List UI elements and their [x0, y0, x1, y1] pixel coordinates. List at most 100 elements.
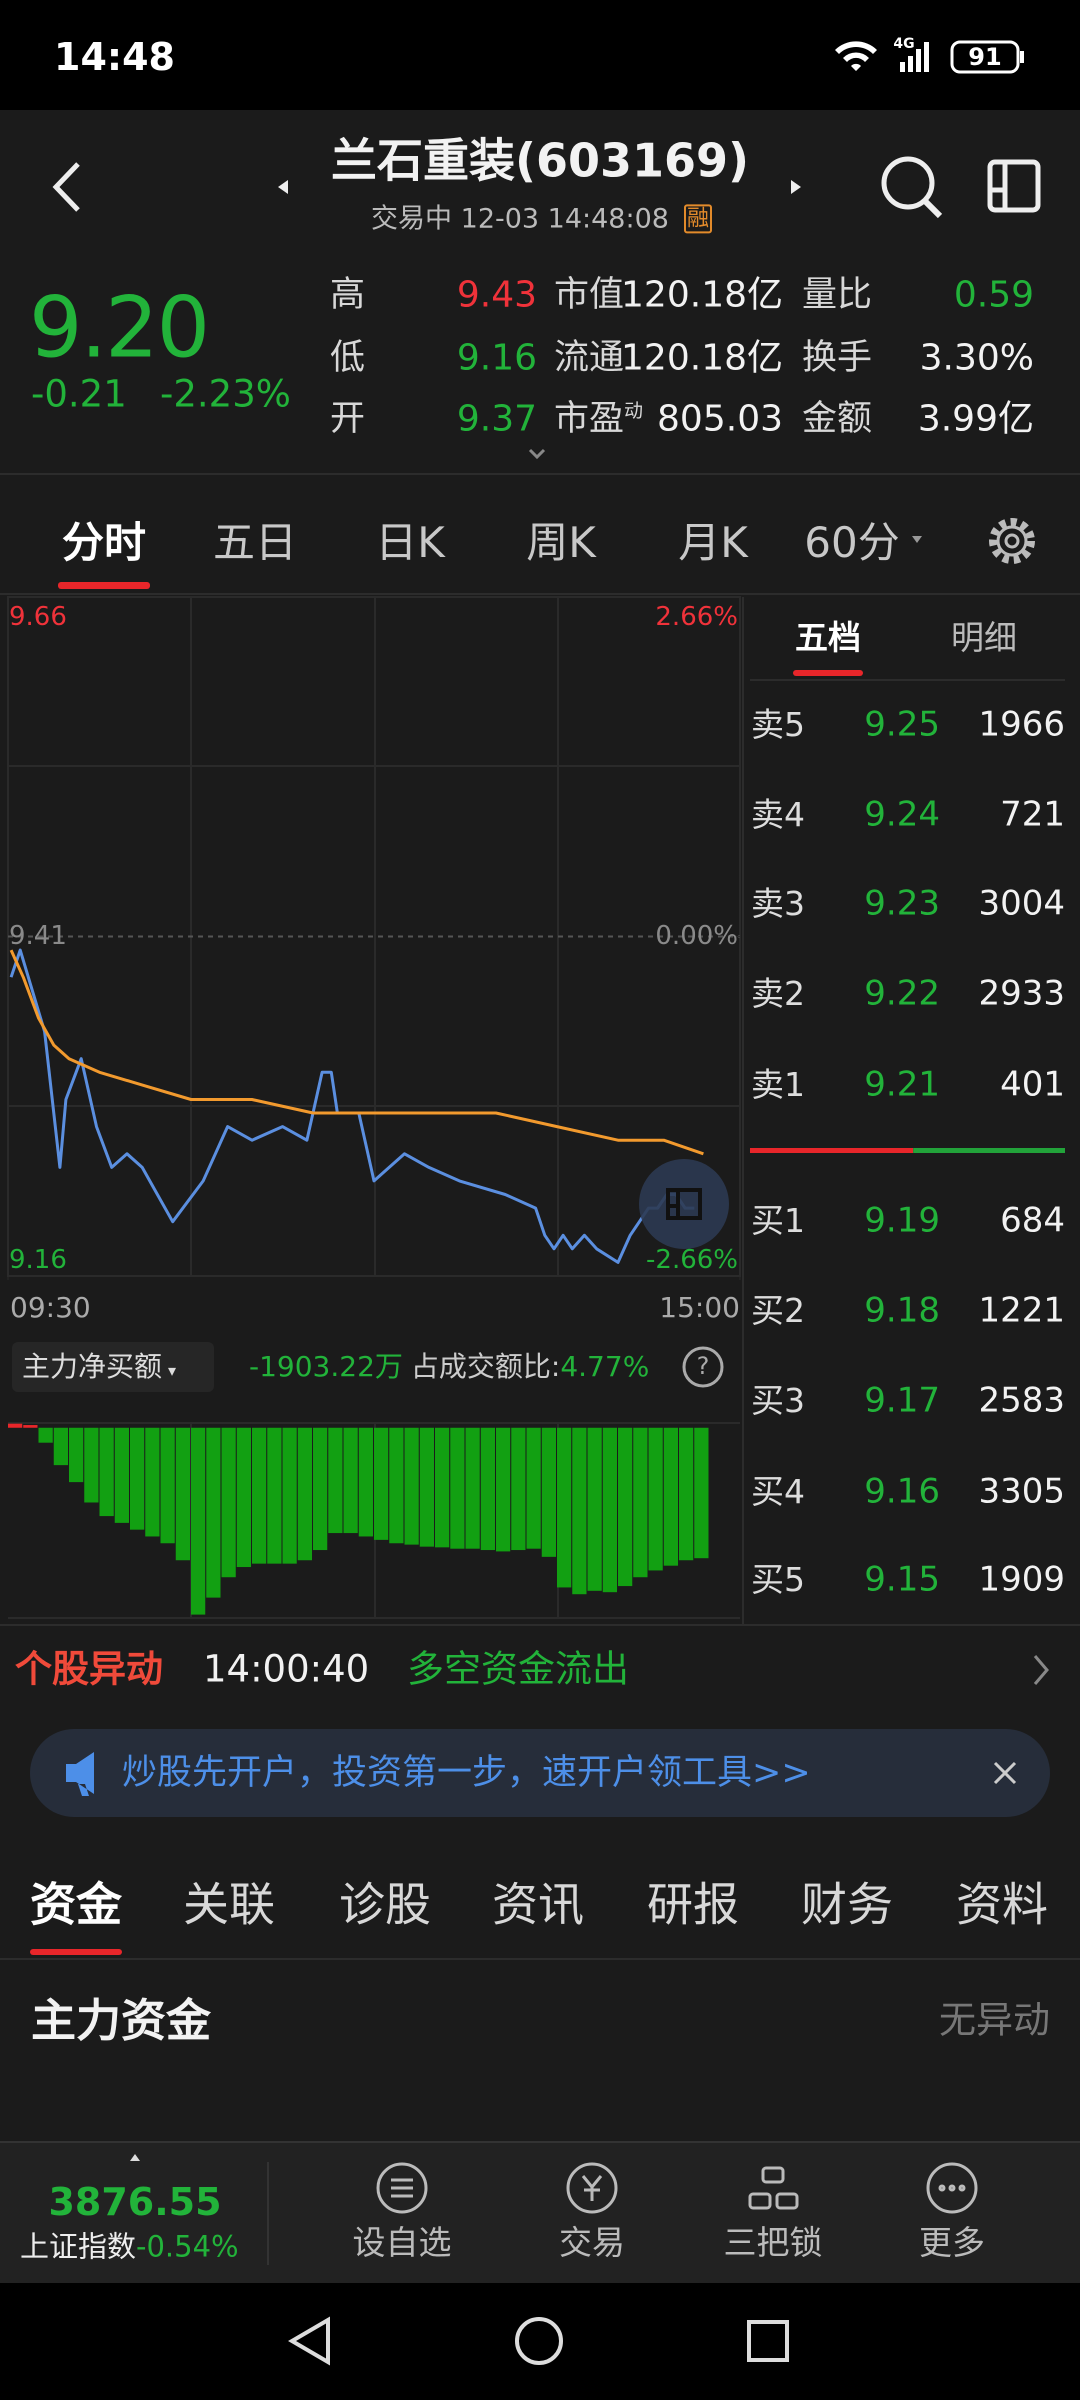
- flow-bar: [53, 1427, 68, 1466]
- y2-tick-label: 0.00%: [655, 920, 738, 951]
- stat-value: 3.99亿: [917, 398, 1034, 440]
- flow-bar: [602, 1427, 617, 1593]
- stat-value: 120.18亿: [621, 337, 783, 379]
- flow-bar: [648, 1427, 663, 1571]
- ratio: 4.77%: [560, 1349, 650, 1383]
- banner-close[interactable]: [993, 1761, 1017, 1785]
- next-stock[interactable]: [791, 180, 801, 194]
- section-tab[interactable]: 关联: [183, 1877, 275, 1932]
- battery-tip: [1020, 51, 1024, 63]
- system-home[interactable]: [515, 2317, 563, 2365]
- flow-bar: [358, 1427, 373, 1537]
- book-volume: 1221: [978, 1290, 1065, 1331]
- section-tab[interactable]: 研报: [647, 1877, 739, 1932]
- stat-value: 9.43: [456, 274, 537, 316]
- book-price: 9.19: [864, 1200, 940, 1241]
- float-button[interactable]: [639, 1159, 729, 1249]
- stat-label: 开: [330, 399, 365, 439]
- flow-bar: [374, 1427, 389, 1540]
- book-volume: 2583: [978, 1380, 1065, 1421]
- help-icon[interactable]: [682, 1346, 724, 1388]
- nav-label[interactable]: 交易: [559, 2223, 625, 2263]
- stat-value: 805.03: [657, 398, 783, 440]
- book-volume: 401: [1000, 1064, 1065, 1105]
- flow-bar: [191, 1427, 206, 1615]
- expand-chevron[interactable]: [528, 448, 546, 460]
- section-tab[interactable]: 资金: [30, 1877, 122, 1932]
- flow-bar: [221, 1427, 236, 1578]
- nav-label[interactable]: 更多: [919, 2223, 985, 2263]
- system-recent[interactable]: [747, 2320, 789, 2362]
- chart-tab[interactable]: 周K: [526, 517, 596, 567]
- book-price: 9.21: [864, 1064, 940, 1105]
- bid-ratio-bar: [750, 1148, 914, 1153]
- book-price: 9.18: [864, 1290, 940, 1331]
- flow-bar: [175, 1427, 190, 1561]
- selector-text: 主力净买额: [22, 1349, 163, 1383]
- trade-status: 交易中 12-03 14:48:08: [371, 203, 669, 235]
- ask-ratio-bar: [913, 1148, 1065, 1153]
- stat-label: 流通: [554, 338, 624, 378]
- stat-label-text: 换手: [802, 337, 873, 378]
- fund-flow-summary: -1903.22万 占成交额比:4.77%: [249, 1349, 650, 1383]
- margin-badge: 融: [683, 204, 713, 234]
- index-line[interactable]: 上证指数-0.54%: [20, 2230, 239, 2263]
- share-button[interactable]: [987, 159, 1041, 213]
- chart-tab[interactable]: 日K: [375, 517, 445, 567]
- nav-icons: [376, 2162, 978, 2214]
- stat-label-text: 低: [330, 337, 366, 378]
- flow-bar: [557, 1427, 572, 1588]
- nav-label[interactable]: 三把锁: [723, 2223, 823, 2263]
- alert-chevron[interactable]: [1033, 1655, 1049, 1685]
- flow-bar: [663, 1427, 678, 1566]
- stat-label-text: 市盈: [554, 398, 625, 439]
- book-price: 9.23: [864, 883, 940, 924]
- chart-tab[interactable]: 60分: [804, 517, 900, 567]
- flow-bar: [496, 1427, 511, 1552]
- chart-tab[interactable]: 月K: [678, 517, 748, 567]
- system-back[interactable]: [288, 2316, 330, 2366]
- flow-bar: [145, 1427, 160, 1537]
- flow-bar: [679, 1427, 694, 1561]
- book-level: 卖2: [751, 974, 805, 1014]
- average-line: [9, 949, 704, 1156]
- index-expand[interactable]: [130, 2154, 140, 2161]
- chart-tab[interactable]: 五日: [212, 517, 298, 567]
- section-status: 无异动: [939, 1998, 1050, 2042]
- back-button[interactable]: [52, 162, 80, 212]
- alert-event: 多空资金流出: [407, 1647, 629, 1691]
- section-tab[interactable]: 诊股: [339, 1877, 431, 1932]
- book-price: 9.15: [864, 1559, 940, 1600]
- index-value[interactable]: 3876.55: [48, 2180, 222, 2225]
- nav-label[interactable]: 设自选: [352, 2223, 452, 2263]
- section-tab[interactable]: 资料: [956, 1877, 1048, 1932]
- wifi-icon: [835, 41, 877, 71]
- settings-button[interactable]: [989, 518, 1035, 564]
- stat-label: 市盈动: [554, 399, 643, 439]
- book-volume: 1909: [978, 1559, 1065, 1600]
- last-price: 9.20: [29, 278, 210, 377]
- flow-bar: [84, 1427, 99, 1503]
- book-level: 卖4: [751, 795, 805, 835]
- book-volume: 1966: [978, 704, 1065, 745]
- selector-bg[interactable]: [12, 1342, 214, 1392]
- banner-text[interactable]: 炒股先开户，投资第一步，速开户领工具>>: [122, 1752, 811, 1793]
- chart-tab[interactable]: 分时: [61, 517, 147, 567]
- battery-level: 91: [968, 43, 1002, 72]
- section-tab[interactable]: 资讯: [492, 1877, 584, 1932]
- index-name: 上证指数: [20, 2229, 137, 2264]
- flow-bar: [526, 1427, 541, 1549]
- book-volume: 684: [1000, 1200, 1065, 1241]
- prev-stock[interactable]: [278, 180, 288, 194]
- help-mark: ?: [696, 1352, 710, 1381]
- book-tab[interactable]: 五档: [795, 618, 861, 658]
- banner-bg[interactable]: [30, 1729, 1050, 1817]
- indicator-selector[interactable]: 主力净买额 ▾: [22, 1349, 176, 1383]
- network-type: 4G: [893, 35, 915, 52]
- section-tab[interactable]: 财务: [801, 1877, 893, 1932]
- book-tab[interactable]: 明细: [951, 618, 1017, 658]
- book-volume: 3004: [978, 883, 1065, 924]
- search-button[interactable]: [881, 156, 943, 219]
- y2-tick-label: -2.66%: [646, 1245, 738, 1276]
